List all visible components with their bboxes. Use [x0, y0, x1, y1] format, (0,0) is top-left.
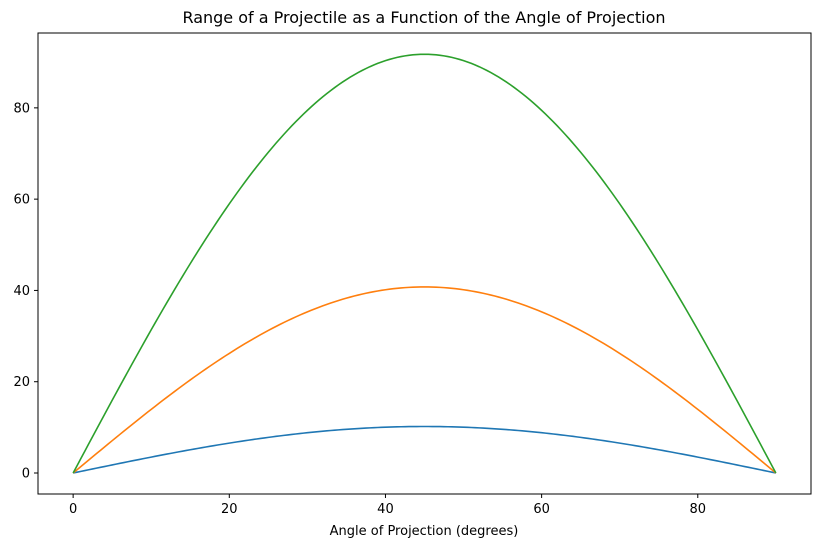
series-line-2 [72, 286, 777, 474]
plot-frame [37, 32, 812, 495]
series-line-1 [72, 425, 777, 474]
y-tick-label: 0 [22, 467, 30, 482]
x-tick-label: 0 [69, 502, 77, 517]
x-tick-label: 20 [221, 502, 238, 517]
y-tick-label: 80 [13, 101, 30, 116]
series-layer [72, 53, 777, 474]
series-line-3 [72, 53, 777, 474]
x-axis: 0 20 40 60 80 [69, 494, 706, 517]
x-tick-label: 60 [533, 502, 550, 517]
x-tick-label: 40 [377, 502, 394, 517]
x-axis-title: Angle of Projection (degrees) [330, 524, 519, 539]
x-tick-label: 80 [690, 502, 707, 517]
y-tick-label: 20 [13, 375, 30, 390]
y-tick-label: 60 [13, 193, 30, 208]
y-axis: 0 20 40 60 80 [13, 101, 38, 482]
chart-title: Range of a Projectile as a Function of t… [182, 8, 665, 27]
y-tick-label: 40 [13, 284, 30, 299]
